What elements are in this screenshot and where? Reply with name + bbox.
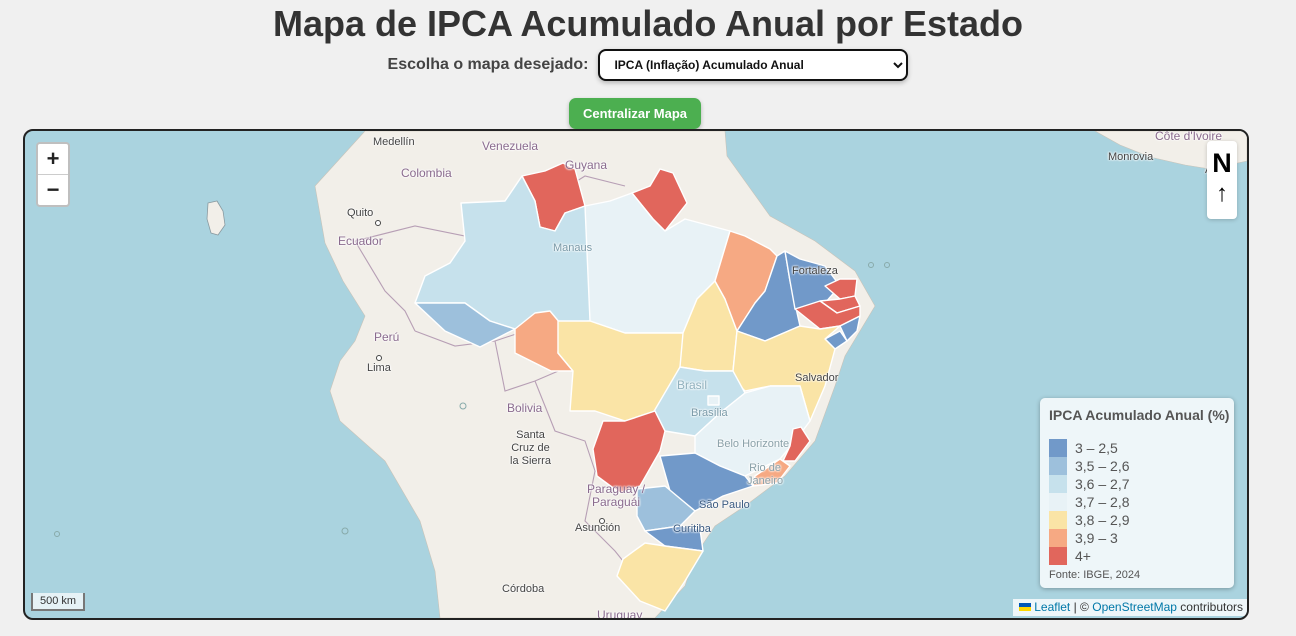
state-espirito-santo[interactable] xyxy=(782,426,811,462)
island-dot xyxy=(341,527,349,535)
openstreetmap-link[interactable]: OpenStreetMap xyxy=(1092,600,1177,614)
label-santa-cruz: Santa Cruz de la Sierra xyxy=(510,429,551,467)
label-paraguay: Paraguay / Paraguái xyxy=(587,482,646,509)
legend-label: 3,8 – 2,9 xyxy=(1075,512,1130,528)
label-peru: Perú xyxy=(374,330,400,344)
label-monrovia: Monrovia xyxy=(1108,151,1154,163)
map-select[interactable]: IPCA (Inflação) Acumulado Anual xyxy=(598,49,909,81)
legend-label: 4+ xyxy=(1075,548,1091,564)
legend-label: 3,9 – 3 xyxy=(1075,530,1118,546)
zoom-out-button[interactable]: − xyxy=(38,174,68,205)
label-belo-horizonte: Belo Horizonte xyxy=(717,438,790,450)
attribution-suffix: contributors xyxy=(1180,600,1243,614)
legend-swatch xyxy=(1049,547,1067,565)
legend-label: 3 – 2,5 xyxy=(1075,440,1118,456)
state-rio-grande-do-norte[interactable] xyxy=(824,278,858,300)
map-container[interactable]: Medellín Venezuela Guyana Colombia Quito… xyxy=(23,129,1249,620)
map-selector-row: Escolha o mapa desejado: IPCA (Inflação)… xyxy=(0,49,1296,81)
legend-label: 3,7 – 2,8 xyxy=(1075,494,1130,510)
leaflet-link[interactable]: Leaflet xyxy=(1034,600,1071,614)
label-cote-divoire: Côte d'Ivoire xyxy=(1155,129,1222,143)
label-lima: Lima xyxy=(367,362,391,374)
legend: IPCA Acumulado Anual (%) 3 – 2,5 3,5 – 2… xyxy=(1040,398,1234,588)
island-dot xyxy=(884,262,890,268)
zoom-in-button[interactable]: + xyxy=(46,146,60,171)
legend-swatch xyxy=(1049,493,1067,511)
label-rio-de-janeiro: Rio de Janeiro xyxy=(747,462,784,487)
state-minas-gerais[interactable] xyxy=(694,385,811,477)
legend-label: 3,5 – 2,6 xyxy=(1075,458,1130,474)
island-dot xyxy=(459,402,467,410)
label-medellin: Medellín xyxy=(373,136,415,148)
city-dot-quito xyxy=(375,220,381,226)
center-map-button[interactable]: Centralizar Mapa xyxy=(569,98,701,129)
legend-title: IPCA Acumulado Anual (%) xyxy=(1049,407,1230,423)
label-brasil: Brasil xyxy=(677,378,708,392)
map-attribution: Leaflet | © OpenStreetMap contributors xyxy=(1013,599,1247,616)
state-rio-de-janeiro[interactable] xyxy=(752,458,791,487)
legend-swatch xyxy=(1049,439,1067,457)
state-santa-catarina[interactable] xyxy=(644,525,704,552)
label-guyana: Guyana xyxy=(565,158,608,172)
label-sao-paulo: São Paulo xyxy=(699,499,750,511)
legend-source: Fonte: IBGE, 2024 xyxy=(1049,569,1141,581)
north-arrow-icon: ↑ xyxy=(1216,180,1228,207)
north-arrow-control: N ↑ xyxy=(1207,141,1237,219)
scale-bar: 500 km xyxy=(31,593,85,611)
legend-label: 3,6 – 2,7 xyxy=(1075,476,1130,492)
label-manaus: Manaus xyxy=(553,242,593,254)
label-fortaleza: Fortaleza xyxy=(792,265,838,277)
state-alagoas[interactable] xyxy=(839,315,861,342)
legend-swatch xyxy=(1049,475,1067,493)
map-canvas xyxy=(54,131,1247,618)
state-mato-grosso-do-sul[interactable] xyxy=(592,410,666,494)
label-cordoba: Córdoba xyxy=(502,583,545,595)
label-uruguay: Uruguay xyxy=(597,608,643,620)
label-quito: Quito xyxy=(347,207,374,219)
page-title: Mapa de IPCA Acumulado Anual por Estado xyxy=(272,3,1024,44)
north-letter: N xyxy=(1212,148,1232,178)
galapagos-islands xyxy=(206,200,226,236)
map-selector-label: Escolha o mapa desejado: xyxy=(387,56,589,73)
legend-swatch xyxy=(1049,457,1067,475)
state-rio-grande-do-sul[interactable] xyxy=(616,542,704,612)
label-salvador: Salvador xyxy=(795,372,839,384)
label-curitiba: Curitiba xyxy=(673,523,711,535)
state-bahia[interactable] xyxy=(729,325,841,422)
label-bolivia: Bolivia xyxy=(507,401,543,415)
state-distrito-federal[interactable] xyxy=(707,395,720,406)
label-asuncion: Asunción xyxy=(575,522,621,534)
label-colombia: Colombia xyxy=(401,166,452,180)
state-ceara[interactable] xyxy=(784,250,841,310)
label-brasilia: Brasília xyxy=(691,407,728,419)
island-dot xyxy=(868,262,874,268)
island-dot xyxy=(54,531,60,537)
label-venezuela: Venezuela xyxy=(482,139,539,153)
city-dot-lima xyxy=(376,355,382,361)
city-dot-asuncion xyxy=(599,518,605,524)
attribution-separator: | © xyxy=(1073,600,1089,614)
legend-swatch xyxy=(1049,511,1067,529)
zoom-control: + − xyxy=(36,142,70,207)
label-ecuador: Ecuador xyxy=(338,234,383,248)
ukraine-flag-icon xyxy=(1018,603,1031,611)
legend-swatch xyxy=(1049,529,1067,547)
